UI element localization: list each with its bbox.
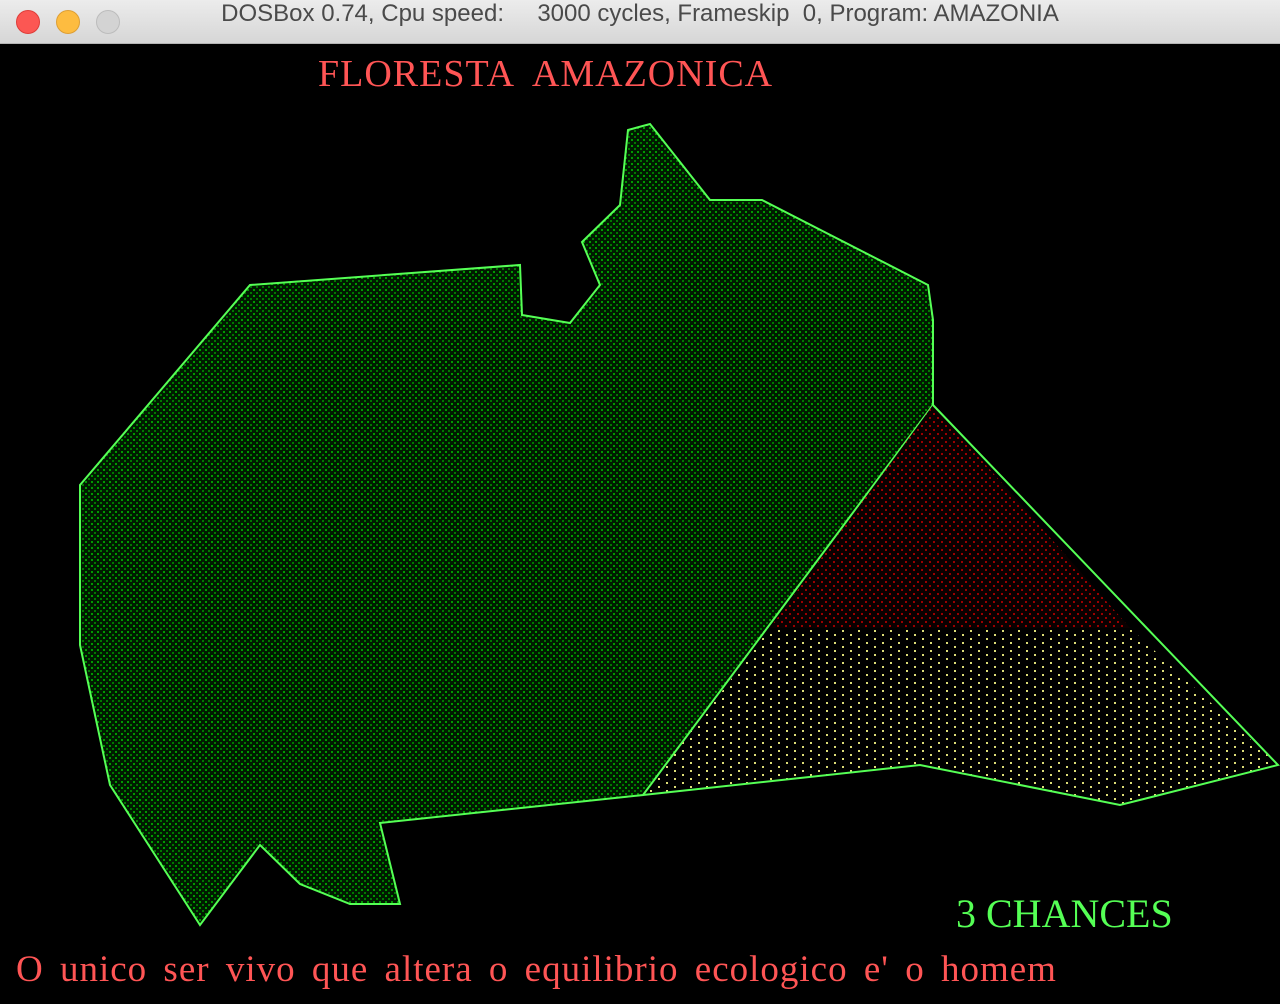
burned-region[interactable] bbox=[770, 405, 1130, 628]
game-title: FLORESTA AMAZONICA bbox=[318, 53, 774, 95]
window-title: DOSBox 0.74, Cpu speed: 3000 cycles, Fra… bbox=[221, 0, 1059, 27]
close-button[interactable] bbox=[16, 10, 40, 34]
cleared-region[interactable] bbox=[643, 628, 1278, 805]
region-outline bbox=[642, 404, 1280, 807]
forest-region[interactable] bbox=[79, 122, 934, 927]
window-titlebar: DOSBox 0.74, Cpu speed: 3000 cycles, Fra… bbox=[0, 0, 1280, 44]
chances-counter: 3 CHANCES bbox=[956, 891, 1173, 936]
zoom-button[interactable] bbox=[96, 10, 120, 34]
minimize-button[interactable] bbox=[56, 10, 80, 34]
map-canvas[interactable] bbox=[0, 44, 1280, 1004]
message-text: O unico ser vivo que altera o equilibrio… bbox=[16, 949, 1057, 990]
game-screen[interactable]: FLORESTA AMAZONICA 3 CHANCES O unico ser… bbox=[0, 44, 1280, 1004]
